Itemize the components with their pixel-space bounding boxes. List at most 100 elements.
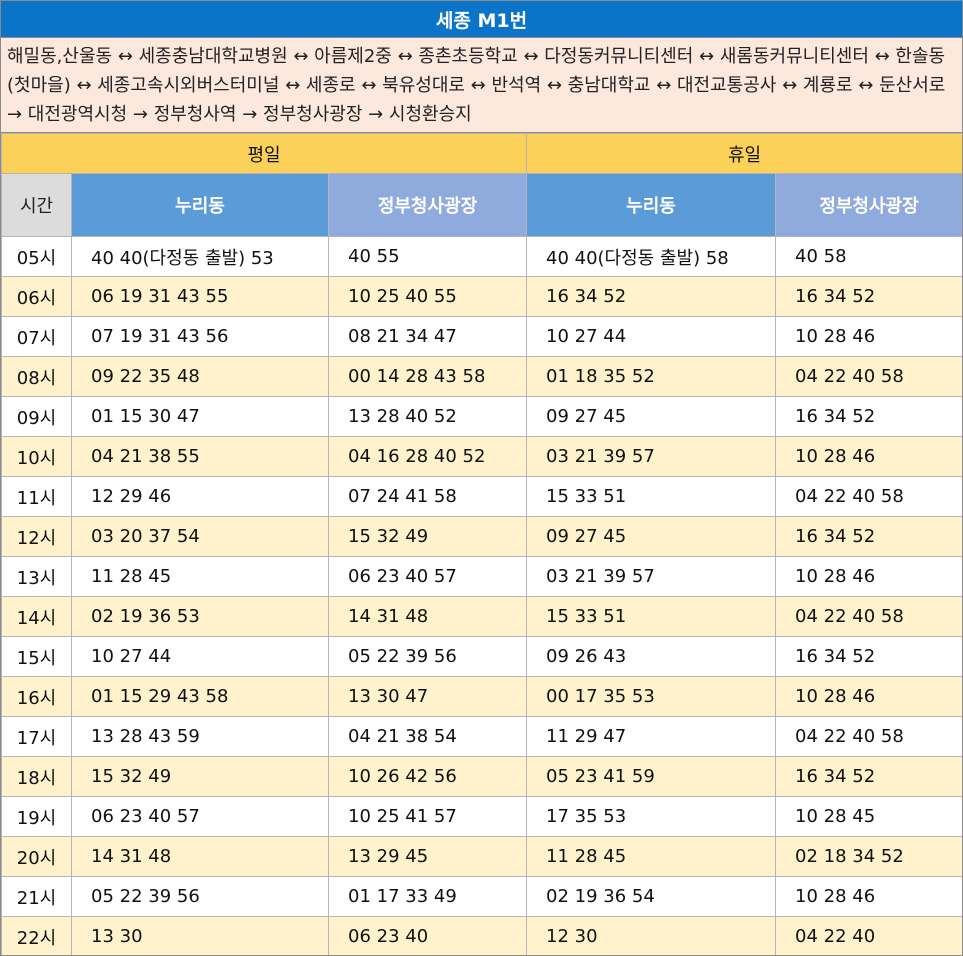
holiday-jeongbu-times: 16 34 52 [775, 636, 962, 677]
weekday-jeongbu-times: 04 16 28 40 52 [328, 436, 527, 477]
holiday-jeongbu-times: 04 22 40 58 [775, 356, 962, 397]
weekday-jeongbu-times: 06 23 40 [328, 916, 527, 955]
hour-cell: 09시 [1, 396, 72, 437]
hour-cell: 15시 [1, 636, 72, 677]
column-header-row: 시간 누리동 정부청사광장 누리동 정부청사광장 [1, 173, 962, 237]
holiday-jeongbu-header: 정부청사광장 [775, 173, 962, 237]
weekday-nuridong-times: 04 21 38 55 [71, 436, 329, 477]
weekday-jeongbu-times: 13 28 40 52 [328, 396, 527, 437]
holiday-nuridong-times: 40 40(다정동 출발) 58 [526, 236, 776, 277]
holiday-nuridong-times: 02 19 36 54 [526, 876, 776, 917]
weekday-nuridong-times: 10 27 44 [71, 636, 329, 677]
holiday-nuridong-times: 11 28 45 [526, 836, 776, 877]
weekday-jeongbu-times: 10 25 40 55 [328, 276, 527, 317]
weekday-jeongbu-times: 13 29 45 [328, 836, 527, 877]
table-row: 18시 15 32 49 10 26 42 56 05 23 41 59 16 34 5… [1, 756, 962, 797]
holiday-nuridong-times: 03 21 39 57 [526, 556, 776, 597]
table-row: 20시 14 31 48 13 29 45 11 28 45 02 18 34 52 [1, 836, 962, 877]
time-column-header: 시간 [1, 173, 72, 237]
weekday-nuridong-times: 13 28 43 59 [71, 716, 329, 757]
hour-cell: 08시 [1, 356, 72, 397]
hour-cell: 17시 [1, 716, 72, 757]
holiday-jeongbu-times: 10 28 46 [775, 676, 962, 717]
weekday-nuridong-times: 06 23 40 57 [71, 796, 329, 837]
table-row: 22시 13 30 06 23 40 12 30 04 22 40 [1, 916, 962, 955]
hour-cell: 20시 [1, 836, 72, 877]
hour-cell: 14시 [1, 596, 72, 637]
holiday-jeongbu-times: 10 28 46 [775, 436, 962, 477]
holiday-nuridong-times: 09 27 45 [526, 516, 776, 557]
weekday-nuridong-times: 12 29 46 [71, 476, 329, 517]
hour-cell: 22시 [1, 916, 72, 955]
hour-cell: 21시 [1, 876, 72, 917]
table-row: 07시 07 19 31 43 56 08 21 34 47 10 27 44 10 2… [1, 316, 962, 357]
weekday-jeongbu-times: 40 55 [328, 236, 527, 277]
holiday-nuridong-times: 10 27 44 [526, 316, 776, 357]
holiday-nuridong-times: 09 27 45 [526, 396, 776, 437]
weekday-nuridong-times: 01 15 29 43 58 [71, 676, 329, 717]
holiday-nuridong-times: 12 30 [526, 916, 776, 955]
holiday-nuridong-times: 17 35 53 [526, 796, 776, 837]
hour-cell: 12시 [1, 516, 72, 557]
holiday-nuridong-times: 16 34 52 [526, 276, 776, 317]
holiday-nuridong-times: 05 23 41 59 [526, 756, 776, 797]
weekday-nuridong-times: 11 28 45 [71, 556, 329, 597]
table-row: 19시 06 23 40 57 10 25 41 57 17 35 53 10 28 4… [1, 796, 962, 837]
hour-cell: 18시 [1, 756, 72, 797]
holiday-nuridong-times: 03 21 39 57 [526, 436, 776, 477]
weekday-jeongbu-times: 05 22 39 56 [328, 636, 527, 677]
schedule-table: 평일 휴일 시간 누리동 정부청사광장 누리동 정부청사광장 05시 40 40(… [1, 133, 962, 955]
holiday-jeongbu-times: 40 58 [775, 236, 962, 277]
hour-cell: 16시 [1, 676, 72, 717]
weekday-nuridong-times: 13 30 [71, 916, 329, 955]
holiday-jeongbu-times: 04 22 40 58 [775, 476, 962, 517]
table-row: 12시 03 20 37 54 15 32 49 09 27 45 16 34 52 [1, 516, 962, 557]
table-row: 16시 01 15 29 43 58 13 30 47 00 17 35 53 10 2… [1, 676, 962, 717]
holiday-jeongbu-times: 04 22 40 [775, 916, 962, 955]
weekday-nuridong-times: 40 40(다정동 출발) 53 [71, 236, 329, 277]
weekday-nuridong-times: 07 19 31 43 56 [71, 316, 329, 357]
weekday-jeongbu-times: 08 21 34 47 [328, 316, 527, 357]
weekday-jeongbu-times: 10 25 41 57 [328, 796, 527, 837]
hour-cell: 19시 [1, 796, 72, 837]
hour-cell: 10시 [1, 436, 72, 477]
weekday-nuridong-times: 01 15 30 47 [71, 396, 329, 437]
table-row: 08시 09 22 35 48 00 14 28 43 58 01 18 35 52 0… [1, 356, 962, 397]
holiday-nuridong-header: 누리동 [526, 173, 776, 237]
holiday-nuridong-times: 15 33 51 [526, 596, 776, 637]
hour-cell: 07시 [1, 316, 72, 357]
weekday-jeongbu-times: 06 23 40 57 [328, 556, 527, 597]
table-row: 14시 02 19 36 53 14 31 48 15 33 51 04 22 40 5… [1, 596, 962, 637]
holiday-jeongbu-times: 04 22 40 58 [775, 596, 962, 637]
holiday-jeongbu-times: 16 34 52 [775, 276, 962, 317]
holiday-jeongbu-times: 02 18 34 52 [775, 836, 962, 877]
table-row: 13시 11 28 45 06 23 40 57 03 21 39 57 10 28 4… [1, 556, 962, 597]
holiday-nuridong-times: 11 29 47 [526, 716, 776, 757]
table-row: 10시 04 21 38 55 04 16 28 40 52 03 21 39 57 1… [1, 436, 962, 477]
weekday-nuridong-times: 05 22 39 56 [71, 876, 329, 917]
weekday-nuridong-times: 09 22 35 48 [71, 356, 329, 397]
weekday-jeongbu-times: 01 17 33 49 [328, 876, 527, 917]
holiday-nuridong-times: 01 18 35 52 [526, 356, 776, 397]
weekday-jeongbu-header: 정부청사광장 [328, 173, 527, 237]
holiday-jeongbu-times: 10 28 46 [775, 316, 962, 357]
weekday-nuridong-times: 06 19 31 43 55 [71, 276, 329, 317]
hour-cell: 11시 [1, 476, 72, 517]
holiday-jeongbu-times: 16 34 52 [775, 516, 962, 557]
weekday-jeongbu-times: 07 24 41 58 [328, 476, 527, 517]
weekday-jeongbu-times: 13 30 47 [328, 676, 527, 717]
weekday-jeongbu-times: 00 14 28 43 58 [328, 356, 527, 397]
table-row: 05시 40 40(다정동 출발) 53 40 55 40 40(다정동 출발) 58… [1, 236, 962, 277]
weekday-group-header: 평일 [1, 133, 527, 174]
holiday-jeongbu-times: 16 34 52 [775, 396, 962, 437]
holiday-nuridong-times: 00 17 35 53 [526, 676, 776, 717]
table-row: 09시 01 15 30 47 13 28 40 52 09 27 45 16 34 5… [1, 396, 962, 437]
weekday-nuridong-times: 03 20 37 54 [71, 516, 329, 557]
weekday-nuridong-times: 14 31 48 [71, 836, 329, 877]
holiday-jeongbu-times: 10 28 46 [775, 556, 962, 597]
holiday-jeongbu-times: 10 28 45 [775, 796, 962, 837]
weekday-jeongbu-times: 10 26 42 56 [328, 756, 527, 797]
table-row: 11시 12 29 46 07 24 41 58 15 33 51 04 22 40 5… [1, 476, 962, 517]
page-title: 세종 M1번 [1, 1, 962, 38]
